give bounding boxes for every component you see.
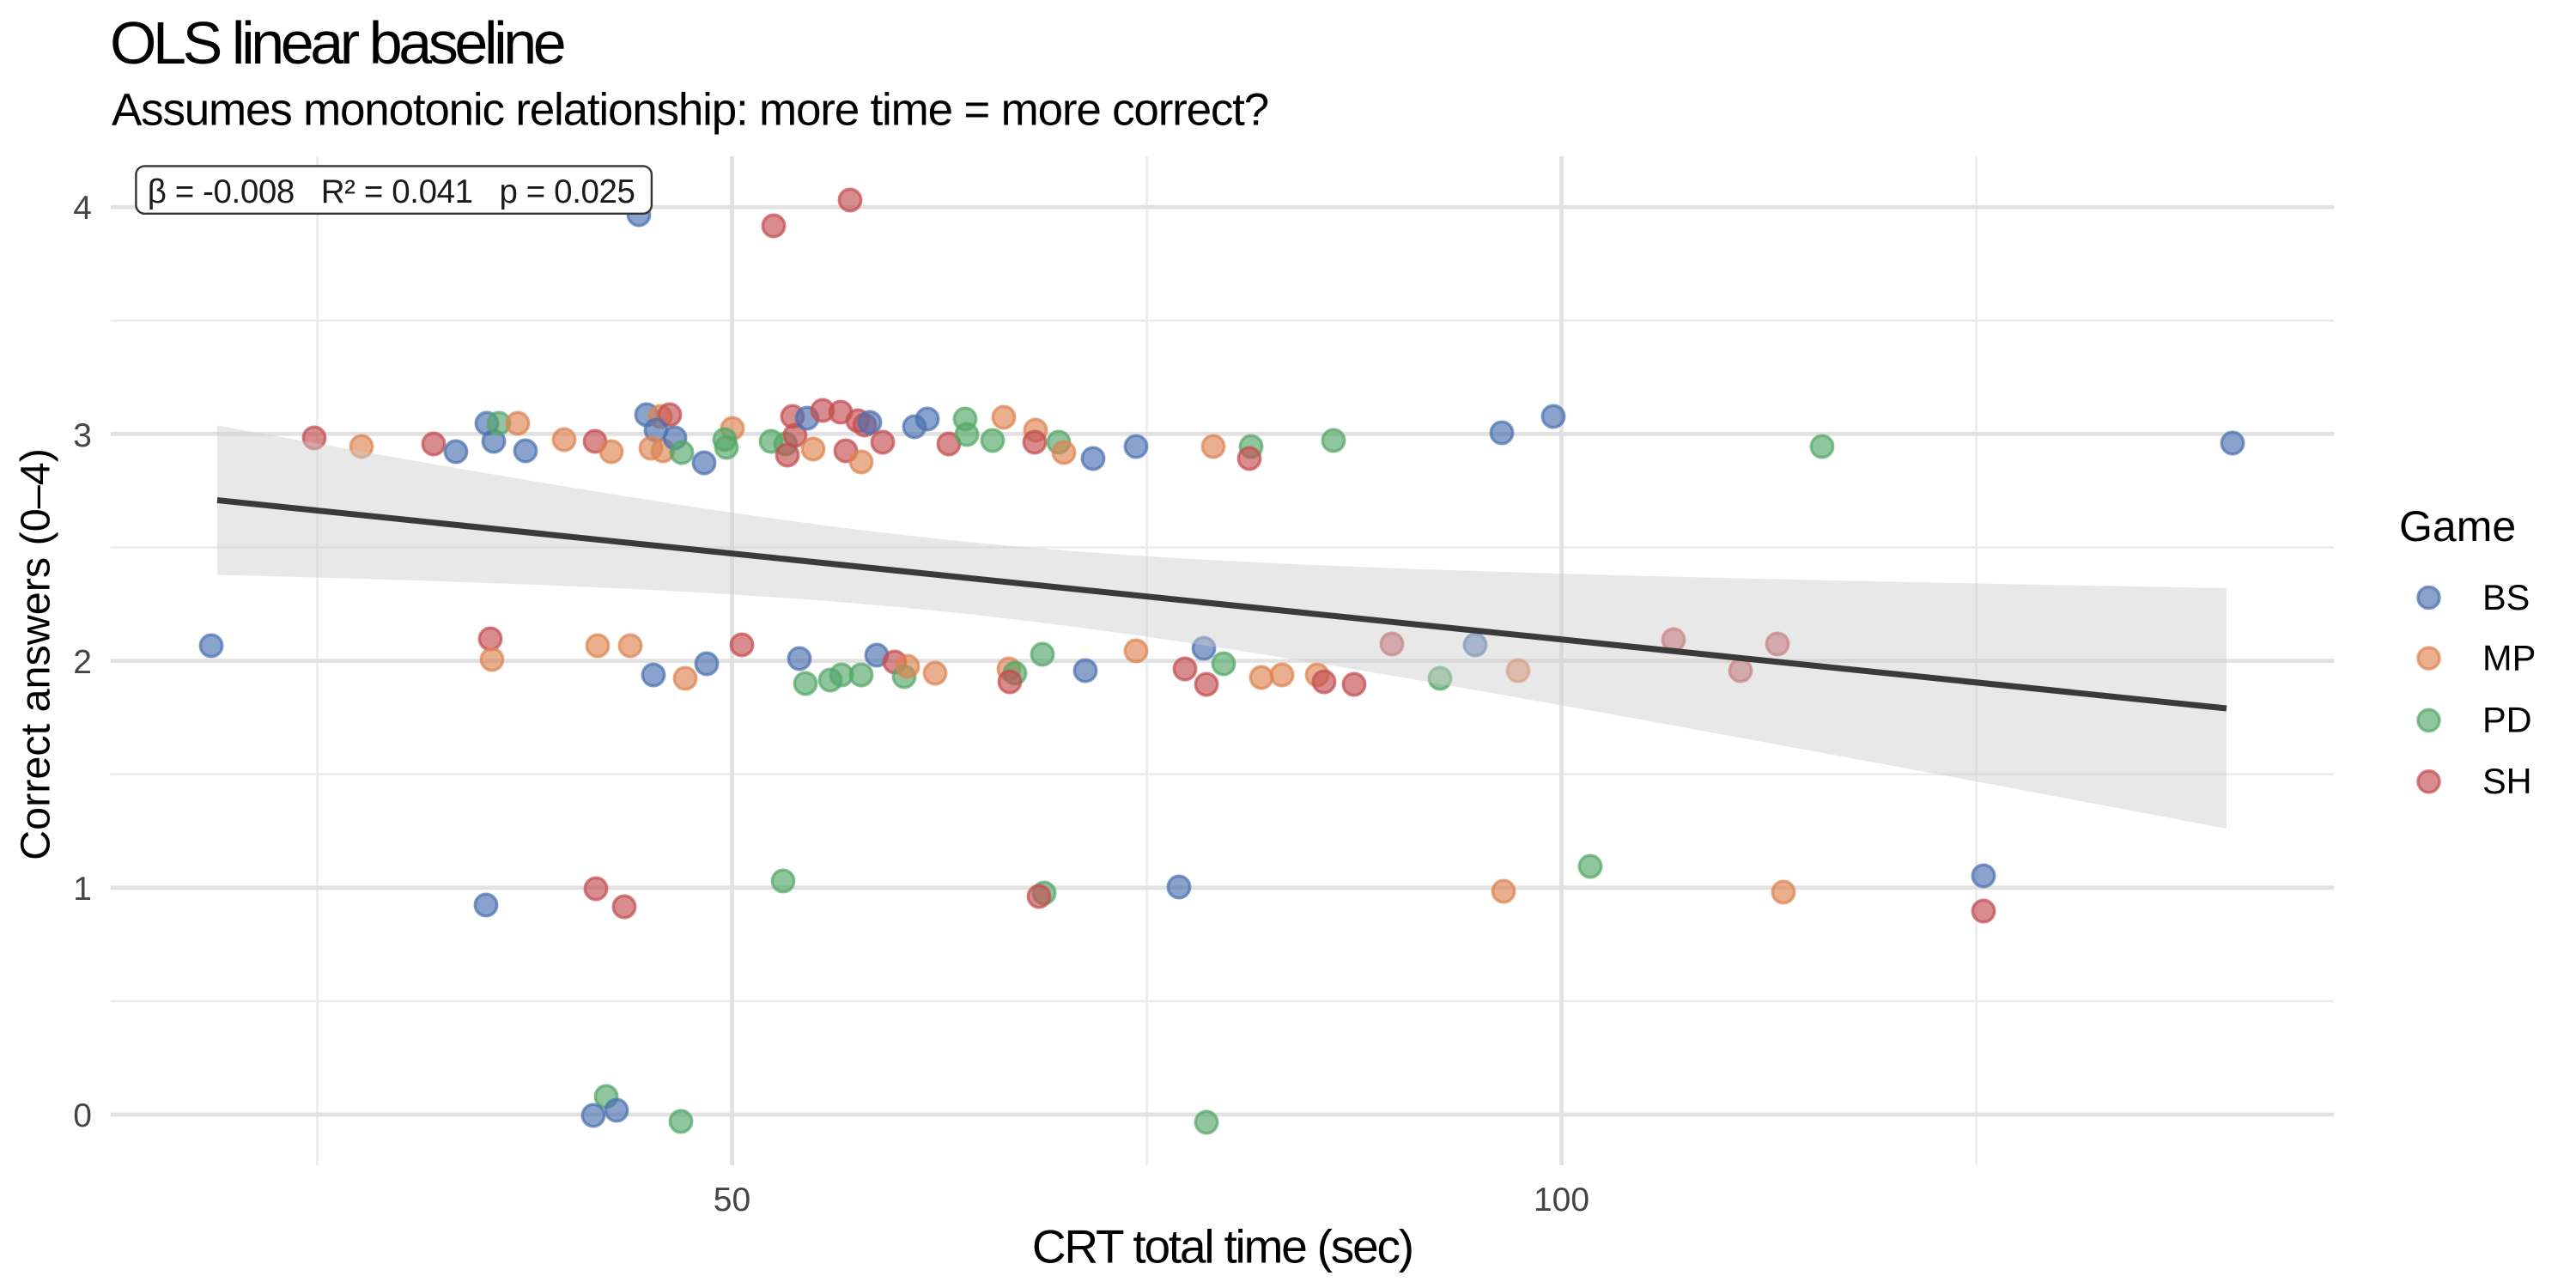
svg-text:OLS linear baseline: OLS linear baseline xyxy=(110,9,564,76)
svg-text:Game: Game xyxy=(2399,502,2516,550)
svg-text:3: 3 xyxy=(73,417,92,454)
svg-text:1: 1 xyxy=(73,871,92,908)
svg-text:MP: MP xyxy=(2482,637,2536,677)
svg-text:PD: PD xyxy=(2482,700,2532,740)
svg-text:SH: SH xyxy=(2482,761,2532,801)
svg-text:100: 100 xyxy=(1534,1182,1589,1218)
svg-text:4: 4 xyxy=(73,190,92,227)
svg-text:Assumes monotonic relationship: Assumes monotonic relationship: more tim… xyxy=(112,85,1268,136)
svg-text:0: 0 xyxy=(73,1097,92,1134)
svg-text:Correct answers (0–4): Correct answers (0–4) xyxy=(13,448,59,860)
svg-text:β = -0.008 R² = 0.041 p =: β = -0.008 R² = 0.041 p = 0.025 xyxy=(148,173,635,210)
svg-text:BS: BS xyxy=(2482,577,2530,617)
svg-text:2: 2 xyxy=(73,644,92,681)
svg-text:CRT total time (sec): CRT total time (sec) xyxy=(1032,1220,1413,1273)
svg-text:50: 50 xyxy=(714,1182,750,1218)
